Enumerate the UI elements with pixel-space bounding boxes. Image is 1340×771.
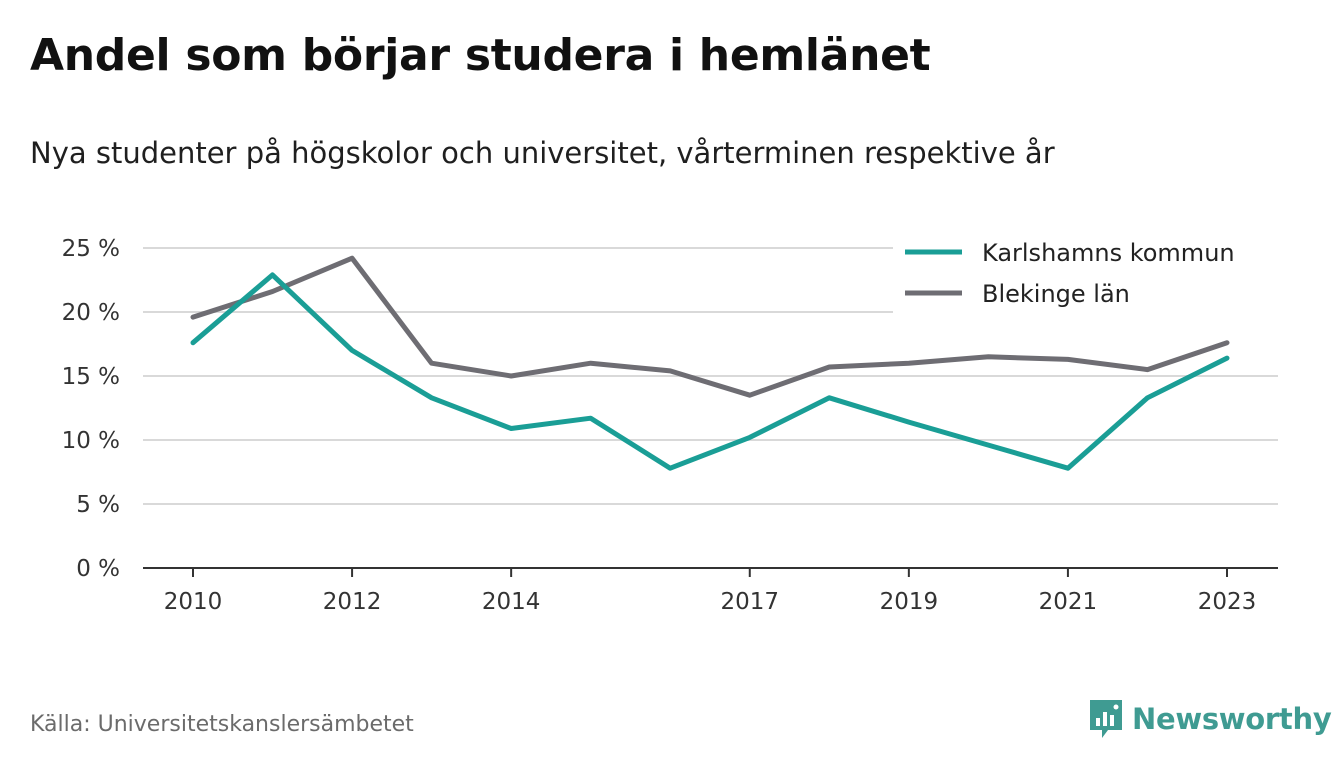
series-lines xyxy=(190,255,1230,471)
x-tick-label: 2023 xyxy=(1198,589,1257,615)
source-note: Källa: Universitetskanslersämbetet xyxy=(30,712,414,737)
y-tick-label: 0 % xyxy=(76,556,120,582)
y-tick-label: 20 % xyxy=(62,300,120,326)
x-tick-label: 2012 xyxy=(323,589,382,615)
legend-label: Karlshamns kommun xyxy=(982,239,1235,267)
series-line-blekinge xyxy=(190,255,1230,398)
x-tick-label: 2019 xyxy=(880,589,939,615)
legend-background xyxy=(893,228,1278,314)
legend-label: Blekinge län xyxy=(982,280,1130,308)
y-tick-label: 10 % xyxy=(62,428,120,454)
y-axis-tick-labels: 0 % 5 % 10 % 15 % 20 % 25 % xyxy=(62,236,120,582)
x-tick-label: 2014 xyxy=(482,589,541,615)
y-tick-label: 5 % xyxy=(76,492,120,518)
newsworthy-logo-icon xyxy=(1090,700,1122,738)
x-tick-label: 2017 xyxy=(720,589,779,615)
chart-title: Andel som börjar studera i hemlänet xyxy=(30,30,931,81)
x-axis-ticks: 2010 2012 2014 2017 2019 2021 2023 xyxy=(143,567,1278,615)
x-tick-label: 2010 xyxy=(164,589,223,615)
legend: Karlshamns kommun Blekinge län xyxy=(893,228,1278,314)
y-tick-label: 15 % xyxy=(62,364,120,390)
brand-logo: Newsworthy xyxy=(1088,698,1332,740)
line-chart: 0 %5 %10 %15 %20 %25 % 2010 2012 2014 2017 2… xyxy=(61,228,1278,615)
x-tick-label: 2021 xyxy=(1039,589,1098,615)
y-tick-label: 25 % xyxy=(62,236,120,262)
chart-subtitle: Nya studenter på högskolor och universit… xyxy=(30,136,1055,170)
brand-name: Newsworthy xyxy=(1132,702,1332,736)
series-line-karlshamn xyxy=(190,272,1230,471)
